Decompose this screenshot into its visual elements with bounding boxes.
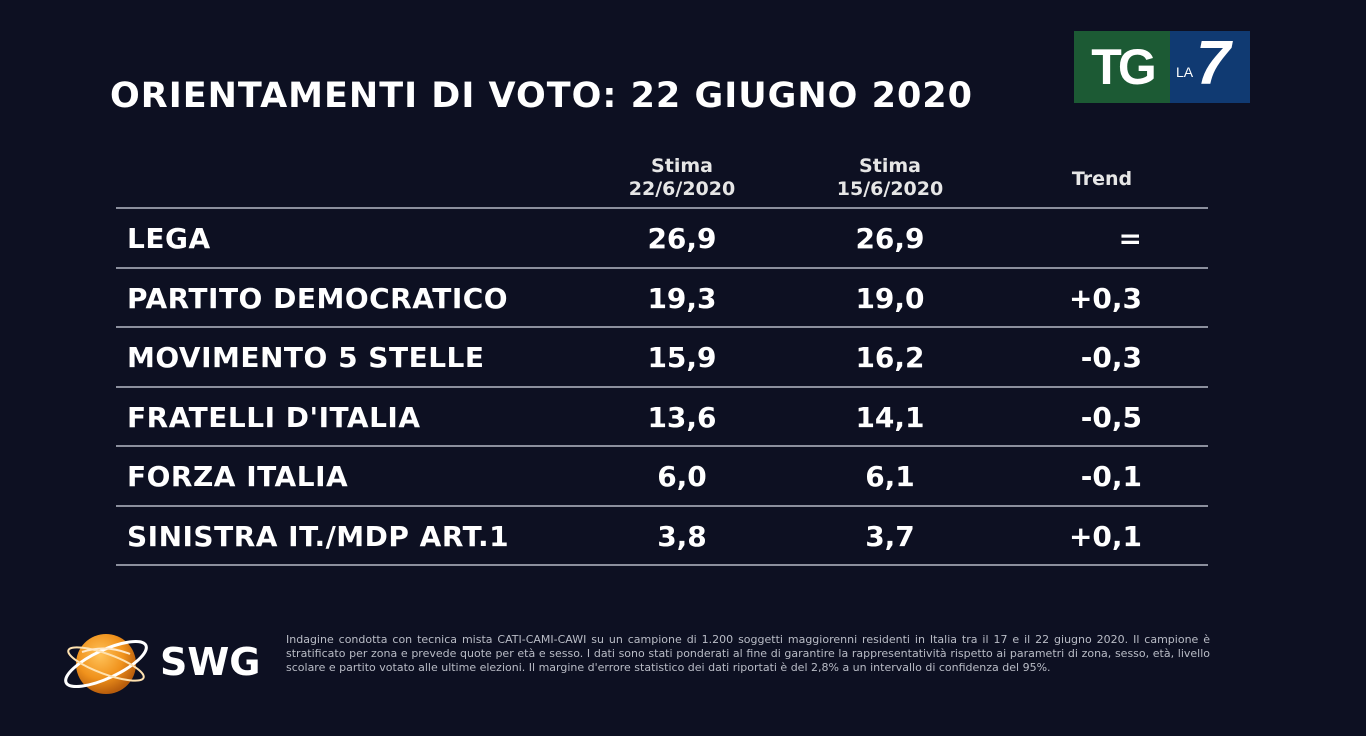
table-row: FRATELLI D'ITALIA 13,6 14,1 -0,5 <box>0 388 1366 447</box>
row-separator <box>116 386 1208 388</box>
estimate-current: 19,3 <box>647 282 717 315</box>
estimate-previous: 19,0 <box>855 282 925 315</box>
swg-globe-icon <box>64 634 148 694</box>
methodology-note: Indagine condotta con tecnica mista CATI… <box>286 633 1210 674</box>
trend-value: = <box>1118 222 1142 255</box>
trend-value: -0,1 <box>1080 460 1142 493</box>
table-row: FORZA ITALIA 6,0 6,1 -0,1 <box>0 447 1366 506</box>
column-header-line1: Stima <box>651 155 713 177</box>
column-header-line2: 15/6/2020 <box>836 178 944 200</box>
row-separator <box>116 326 1208 328</box>
trend-value: -0,3 <box>1080 341 1142 374</box>
trend-value: +0,3 <box>1068 282 1142 315</box>
tg-logo: TG <box>1074 31 1170 103</box>
column-header-stima-current: Stima 22/6/2020 <box>582 155 782 201</box>
estimate-previous: 14,1 <box>855 401 925 434</box>
column-header-stima-previous: Stima 15/6/2020 <box>790 155 990 201</box>
tg-logo-text: TG <box>1091 39 1156 95</box>
row-separator <box>116 207 1208 209</box>
la7-logo: LA 7 <box>1170 31 1250 103</box>
party-name: FRATELLI D'ITALIA <box>127 401 421 434</box>
column-header-line1: Trend <box>1071 168 1133 190</box>
estimate-previous: 3,7 <box>865 520 915 553</box>
swg-brand: SWG <box>160 640 261 684</box>
trend-value: -0,5 <box>1080 401 1142 434</box>
table-row: SINISTRA IT./MDP ART.1 3,8 3,7 +0,1 <box>0 507 1366 566</box>
estimate-current: 26,9 <box>647 222 717 255</box>
party-name: FORZA ITALIA <box>127 460 349 493</box>
estimate-previous: 26,9 <box>855 222 925 255</box>
party-name: PARTITO DEMOCRATICO <box>127 282 509 315</box>
trend-value: +0,1 <box>1068 520 1142 553</box>
page-title: ORIENTAMENTI DI VOTO: 22 GIUGNO 2020 <box>110 76 974 116</box>
row-separator <box>116 445 1208 447</box>
la7-logo-seven: 7 <box>1196 29 1231 98</box>
row-separator <box>116 267 1208 269</box>
row-separator <box>116 505 1208 507</box>
column-header-line2: 22/6/2020 <box>628 178 736 200</box>
table-row: LEGA 26,9 26,9 = <box>0 209 1366 268</box>
party-name: LEGA <box>127 222 211 255</box>
estimate-previous: 6,1 <box>865 460 915 493</box>
table-row: MOVIMENTO 5 STELLE 15,9 16,2 -0,3 <box>0 328 1366 387</box>
table-row: PARTITO DEMOCRATICO 19,3 19,0 +0,3 <box>0 269 1366 328</box>
estimate-current: 3,8 <box>657 520 707 553</box>
row-separator <box>116 564 1208 566</box>
la7-logo-la: LA <box>1176 64 1194 80</box>
party-name: SINISTRA IT./MDP ART.1 <box>127 520 510 553</box>
estimate-current: 6,0 <box>657 460 707 493</box>
estimate-current: 13,6 <box>647 401 717 434</box>
estimate-previous: 16,2 <box>855 341 925 374</box>
estimate-current: 15,9 <box>647 341 717 374</box>
column-header-line1: Stima <box>859 155 921 177</box>
party-name: MOVIMENTO 5 STELLE <box>127 341 485 374</box>
column-header-trend: Trend <box>1032 168 1172 191</box>
